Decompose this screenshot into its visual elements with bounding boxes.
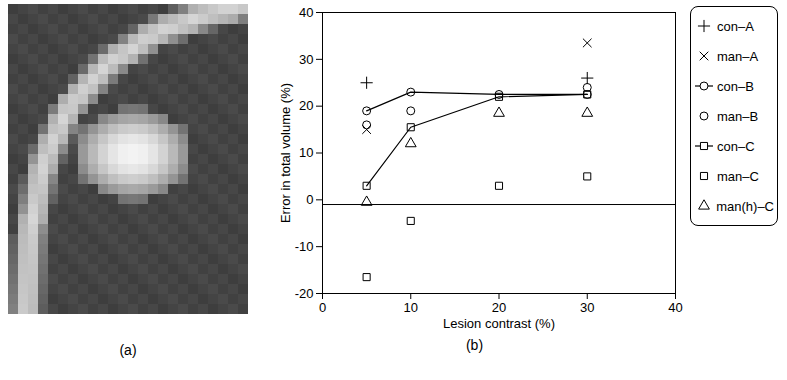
html-text:(a): (a)	[119, 342, 137, 358]
svg-text:0: 0	[319, 300, 326, 315]
html-text:man–C: man–C	[717, 168, 759, 184]
svg-text:10: 10	[404, 300, 418, 315]
svg-text:20: 20	[492, 300, 506, 315]
svg-text:Lesion contrast (%): Lesion contrast (%)	[443, 316, 555, 331]
svg-text:40: 40	[299, 5, 313, 20]
svg-text:Error in total volume (%): Error in total volume (%)	[278, 83, 293, 223]
svg-text:10: 10	[299, 145, 313, 160]
svg-text:30: 30	[580, 300, 594, 315]
html-text:man–A: man–A	[717, 48, 759, 64]
svg-text:30: 30	[299, 51, 313, 66]
svg-text:-10: -10	[295, 239, 314, 254]
html-text:(b): (b)	[465, 337, 484, 353]
html-text:con–C: con–C	[717, 138, 755, 154]
html-text:man(h)–C: man(h)–C	[716, 198, 774, 214]
html-text:man–B: man–B	[717, 108, 759, 124]
html-text:con–B: con–B	[717, 78, 754, 94]
svg-text:-20: -20	[295, 286, 314, 301]
html-text:con–A: con–A	[717, 18, 754, 34]
svg-text:40: 40	[668, 300, 682, 315]
svg-text:20: 20	[299, 98, 313, 113]
svg-text:0: 0	[306, 192, 313, 207]
